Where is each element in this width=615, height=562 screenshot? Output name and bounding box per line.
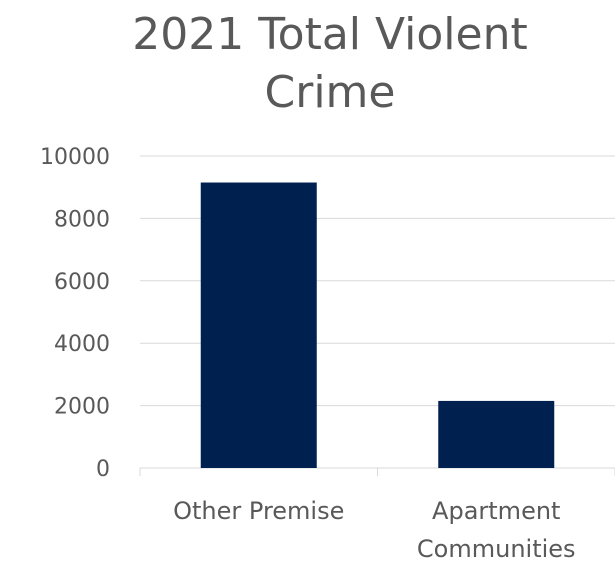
y-tick-label: 6000 [54,270,110,295]
y-tick-label: 10000 [40,145,110,170]
chart-title-line-2: Crime [264,67,396,118]
y-tick-label: 2000 [54,395,110,420]
bar [200,182,317,468]
y-tick-label: 0 [96,457,110,482]
bar [438,400,555,468]
x-category-label: Other Premise [173,497,344,525]
chart-title-line-1: 2021 Total Violent [132,9,528,60]
x-category-label: Apartment [432,497,560,525]
x-category-label: Communities [417,535,576,562]
y-tick-label: 4000 [54,332,110,357]
y-tick-label: 8000 [54,207,110,232]
